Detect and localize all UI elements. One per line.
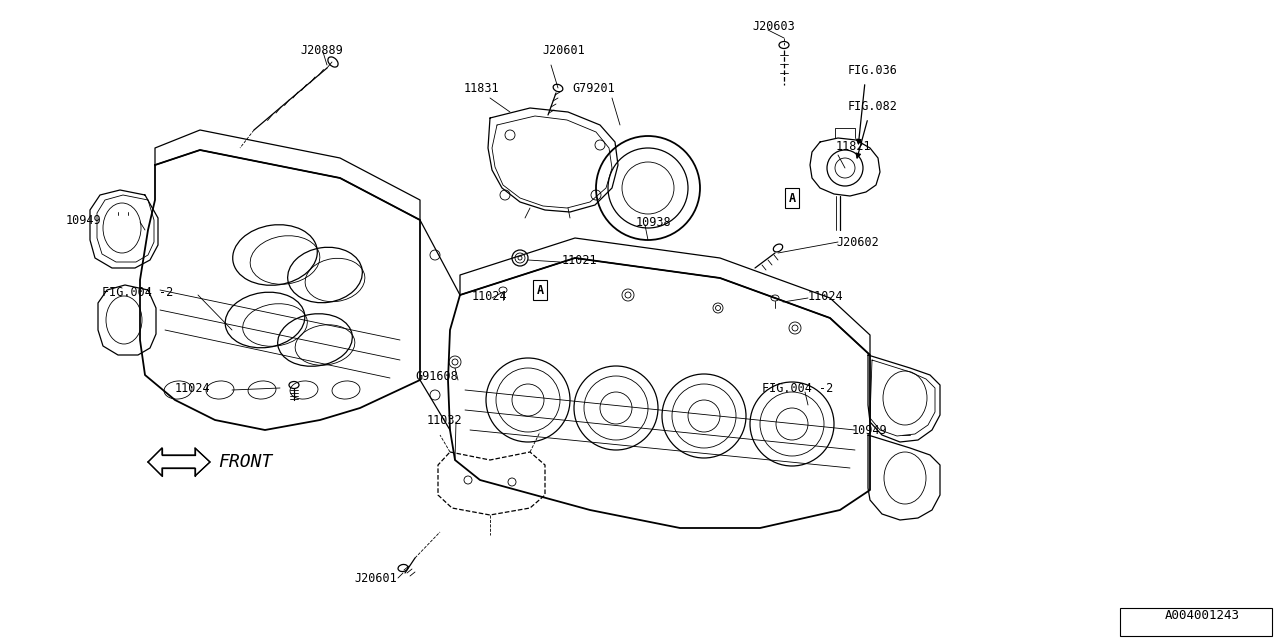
Text: J20602: J20602 xyxy=(836,236,879,248)
Text: J20603: J20603 xyxy=(753,19,795,33)
Text: FIG.036: FIG.036 xyxy=(849,63,897,77)
Text: 10949: 10949 xyxy=(852,424,887,436)
Text: A004001243: A004001243 xyxy=(1165,609,1240,622)
Text: 11024: 11024 xyxy=(808,289,844,303)
Text: 11021: 11021 xyxy=(562,253,598,266)
Text: J20889: J20889 xyxy=(300,44,343,56)
Bar xyxy=(1120,608,1272,636)
Text: 10949: 10949 xyxy=(67,214,101,227)
Text: 11032: 11032 xyxy=(428,413,462,426)
Text: FRONT: FRONT xyxy=(218,453,273,471)
Text: 11024: 11024 xyxy=(472,289,508,303)
Text: FIG.082: FIG.082 xyxy=(849,99,897,113)
Text: 11024: 11024 xyxy=(175,381,211,394)
Text: J20601: J20601 xyxy=(355,572,397,584)
Text: A: A xyxy=(536,284,544,296)
Text: G79201: G79201 xyxy=(572,81,614,95)
Text: FIG.004 -2: FIG.004 -2 xyxy=(762,381,833,394)
Text: J20601: J20601 xyxy=(541,44,585,56)
Text: 10938: 10938 xyxy=(636,216,672,228)
Text: FIG.004 -2: FIG.004 -2 xyxy=(102,285,173,298)
Text: G91608: G91608 xyxy=(415,369,458,383)
Text: A: A xyxy=(788,191,796,205)
Text: 11831: 11831 xyxy=(465,81,499,95)
Text: 11821: 11821 xyxy=(836,140,872,152)
